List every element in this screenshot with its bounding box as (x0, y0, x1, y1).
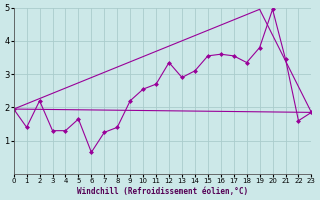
X-axis label: Windchill (Refroidissement éolien,°C): Windchill (Refroidissement éolien,°C) (77, 187, 248, 196)
